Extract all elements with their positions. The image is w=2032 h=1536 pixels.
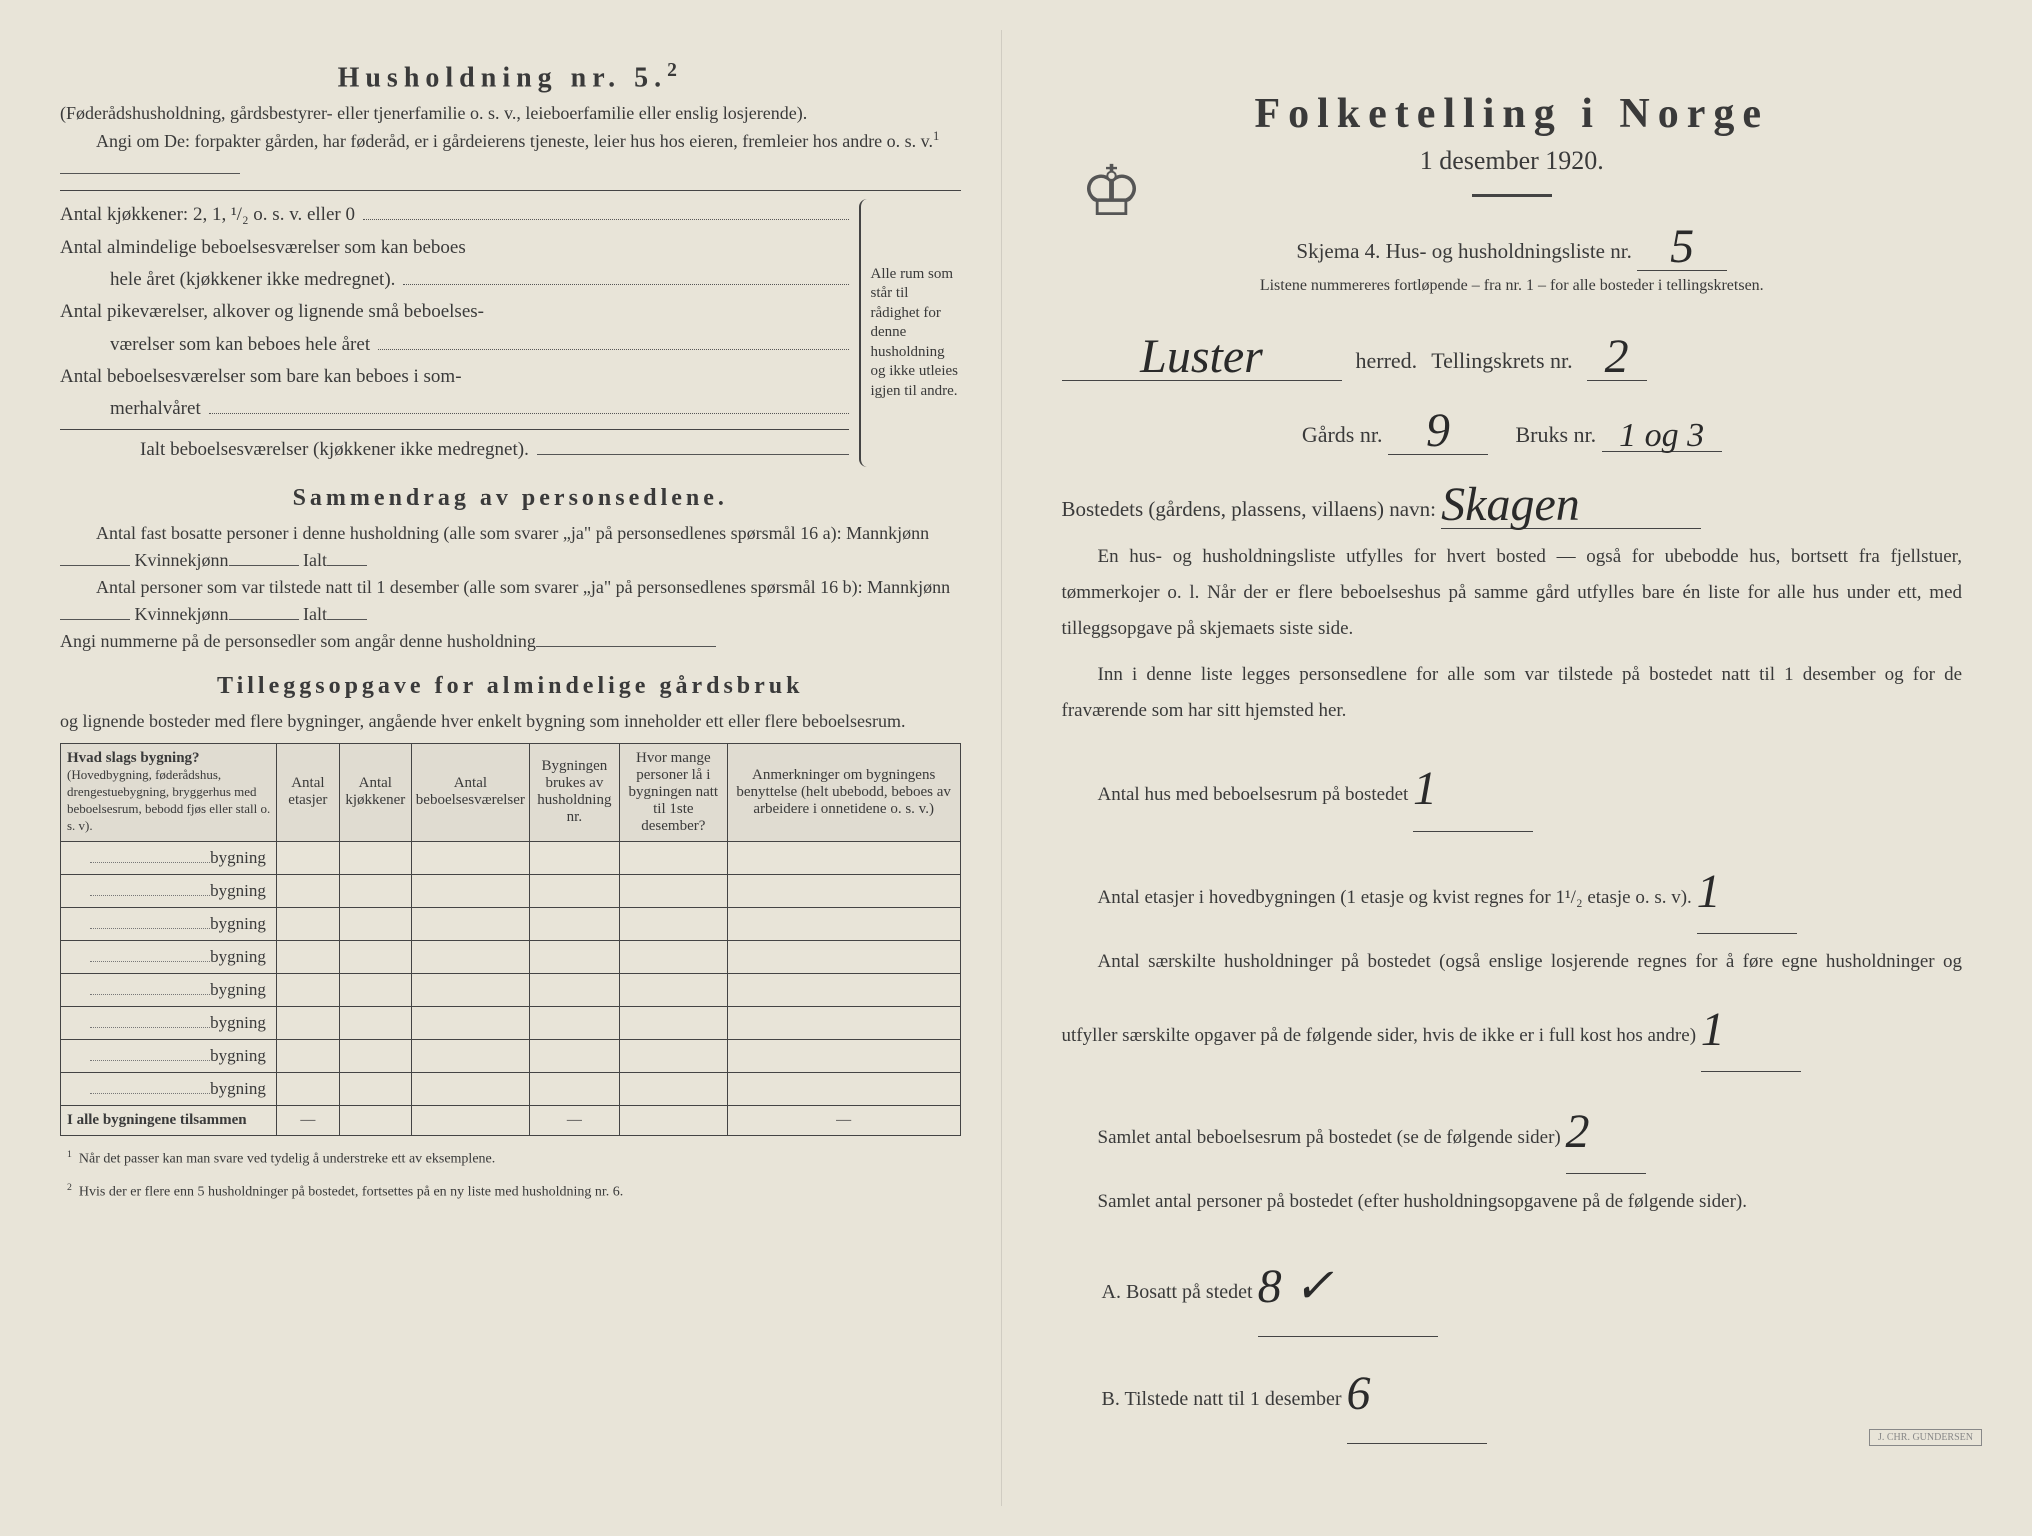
tillegg-sub: og lignende bosteder med flere bygninger… (60, 708, 961, 735)
form-header: Folketelling i Norge 1 desember 1920. Sk… (1062, 90, 1963, 295)
table-row: bygning (61, 973, 961, 1006)
tillegg-heading: Tilleggsopgave for almindelige gårdsbruk (60, 673, 961, 700)
household-heading: Husholdning nr. 5.2 (60, 60, 961, 94)
table-row: bygning (61, 907, 961, 940)
left-page: Husholdning nr. 5.2 (Føderådshusholdning… (20, 30, 1002, 1506)
printer-stamp: J. CHR. GUNDERSEN (1869, 1429, 1982, 1446)
krets-value: 2 (1605, 330, 1629, 383)
bygning-table: Hvad slags bygning? (Hovedbygning, føder… (60, 743, 961, 1136)
q4-value: 2 (1566, 1105, 1590, 1158)
table-row: bygning (61, 940, 961, 973)
qa-value: 8 ✓ (1258, 1260, 1334, 1313)
list-number-value: 5 (1670, 220, 1694, 273)
samm-line1: Antal fast bosatte personer i denne hush… (60, 520, 961, 574)
table-row: bygning (61, 1006, 961, 1039)
table-row: bygning (61, 874, 961, 907)
bosted-value: Skagen (1441, 478, 1580, 531)
q1-value: 1 (1413, 762, 1437, 815)
footnote-2: 2 Hvis der er flere enn 5 husholdninger … (60, 1181, 961, 1202)
coat-of-arms-icon: ♔ (1072, 150, 1152, 250)
intro-angi: Angi om De: forpakter gården, har føderå… (60, 127, 961, 182)
q3-value: 1 (1701, 1003, 1725, 1056)
table-row: bygning (61, 841, 961, 874)
gards-value: 9 (1426, 404, 1450, 457)
bruks-value: 1 og 3 (1619, 417, 1704, 454)
right-page: ♔ Folketelling i Norge 1 desember 1920. … (1002, 30, 2013, 1506)
list-note: Listene nummereres fortløpende – fra nr.… (1062, 277, 1963, 295)
sammendrag-heading: Sammendrag av personsedlene. (60, 485, 961, 512)
table-row: bygning (61, 1039, 961, 1072)
instructions-p2: Inn i denne liste legges personsedlene f… (1062, 657, 1963, 729)
brace-note: Alle rum som står til rådighet for denne… (859, 199, 961, 466)
rooms-group: Antal kjøkkener: 2, 1, ¹/₂ o. s. v. elle… (60, 199, 961, 466)
table-row: bygning (61, 1072, 961, 1105)
instructions-p1: En hus- og husholdningsliste utfylles fo… (1062, 539, 1963, 647)
q2-value: 1 (1697, 865, 1721, 918)
qb-value: 6 (1347, 1367, 1371, 1420)
angi-nummer: Angi nummerne på de personsedler som ang… (60, 628, 961, 655)
herred-value: Luster (1140, 330, 1263, 383)
intro-paren: (Føderådshusholdning, gårdsbestyrer- ell… (60, 100, 961, 127)
footnote-1: 1 Når det passer kan man svare ved tydel… (60, 1148, 961, 1169)
census-date: 1 desember 1920. (1062, 146, 1963, 176)
main-title: Folketelling i Norge (1062, 90, 1963, 138)
samm-line2: Antal personer som var tilstede natt til… (60, 574, 961, 628)
